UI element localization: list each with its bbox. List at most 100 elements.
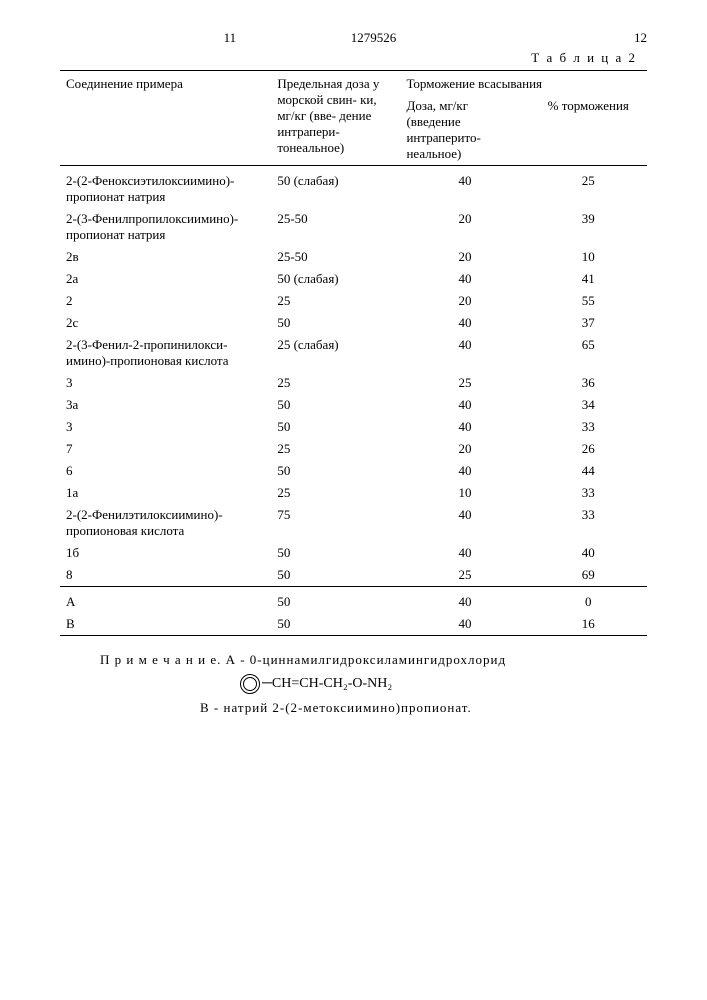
rule [60, 70, 647, 71]
cell-limit-dose: 50 [271, 591, 400, 613]
table-row: 2-(2-Фенилэтилоксиимино)- пропионовая ки… [60, 504, 647, 542]
cell-dose: 20 [400, 290, 529, 312]
cell-compound: 2-(2-Феноксиэтилоксиимино)- пропионат на… [60, 170, 271, 208]
cell-dose: 40 [400, 312, 529, 334]
cell-dose: 40 [400, 268, 529, 290]
cell-pct: 65 [530, 334, 647, 372]
cell-limit-dose: 50 [271, 460, 400, 482]
cell-pct: 33 [530, 504, 647, 542]
cell-compound: 3 [60, 416, 271, 438]
cell-limit-dose: 25-50 [271, 208, 400, 246]
table-body-main: 2-(2-Феноксиэтилоксиимино)- пропионат на… [60, 170, 647, 587]
table-row: 7252026 [60, 438, 647, 460]
table-row: 2-(3-Фенил-2-пропинилокси- имино)-пропио… [60, 334, 647, 372]
benzene-ring-icon [240, 674, 260, 694]
cell-dose: 40 [400, 613, 529, 636]
cell-pct: 16 [530, 613, 647, 636]
cell-pct: 37 [530, 312, 647, 334]
cell-pct: 0 [530, 591, 647, 613]
cell-dose: 20 [400, 246, 529, 268]
table-row: 3252536 [60, 372, 647, 394]
cell-pct: 69 [530, 564, 647, 587]
cell-pct: 25 [530, 170, 647, 208]
cell-dose: 40 [400, 591, 529, 613]
table-row: 2а50 (слабая)4041 [60, 268, 647, 290]
page-number-right: 12 [471, 30, 647, 46]
cell-limit-dose: 25 [271, 482, 400, 504]
cell-pct: 39 [530, 208, 647, 246]
table-row: 8502569 [60, 564, 647, 587]
table-row: 2-(2-Феноксиэтилоксиимино)- пропионат на… [60, 170, 647, 208]
cell-pct: 33 [530, 416, 647, 438]
cell-pct: 34 [530, 394, 647, 416]
table-row: 2в25-502010 [60, 246, 647, 268]
cell-limit-dose: 50 [271, 416, 400, 438]
formula-tail: CH=CH-CH₂-O-NH₂ [272, 676, 392, 691]
cell-limit-dose: 25-50 [271, 246, 400, 268]
cell-pct: 55 [530, 290, 647, 312]
col-header-inhibition: Торможение всасывания [400, 73, 647, 95]
cell-limit-dose: 50 [271, 564, 400, 587]
cell-limit-dose: 50 [271, 312, 400, 334]
cell-pct: 41 [530, 268, 647, 290]
cell-pct: 26 [530, 438, 647, 460]
table-row: А50400 [60, 591, 647, 613]
cell-limit-dose: 50 (слабая) [271, 268, 400, 290]
cell-pct: 33 [530, 482, 647, 504]
col-header-compound: Соединение примера [60, 73, 271, 166]
cell-dose: 40 [400, 394, 529, 416]
cell-dose: 25 [400, 372, 529, 394]
chemical-formula: ─CH=CH-CH₂-O-NH₂ [100, 674, 647, 694]
cell-limit-dose: 75 [271, 504, 400, 542]
page-number-left: 11 [60, 30, 276, 46]
cell-compound: 6 [60, 460, 271, 482]
cell-compound: 3 [60, 372, 271, 394]
cell-compound: 1б [60, 542, 271, 564]
table-caption: Т а б л и ц а 2 [60, 50, 647, 66]
table-row: 3а504034 [60, 394, 647, 416]
cell-dose: 40 [400, 416, 529, 438]
cell-compound: 2-(3-Фенилпропилоксиимино)- пропионат на… [60, 208, 271, 246]
col-header-limit-dose: Предельная доза у морской свин- ки, мг/к… [271, 73, 400, 166]
cell-compound: 2 [60, 290, 271, 312]
cell-compound: 2в [60, 246, 271, 268]
cell-limit-dose: 50 (слабая) [271, 170, 400, 208]
cell-compound: А [60, 591, 271, 613]
note-b: В - натрий 2-(2-метоксиимино)пропионат. [200, 700, 472, 715]
data-table: Соединение примера Предельная доза у мор… [60, 73, 647, 638]
table-row: 2с504037 [60, 312, 647, 334]
cell-dose: 40 [400, 504, 529, 542]
cell-limit-dose: 50 [271, 542, 400, 564]
cell-limit-dose: 25 [271, 438, 400, 460]
cell-compound: 2а [60, 268, 271, 290]
cell-compound: 2-(3-Фенил-2-пропинилокси- имино)-пропио… [60, 334, 271, 372]
note-prefix: П р и м е ч а н и е. [100, 652, 221, 667]
cell-dose: 40 [400, 542, 529, 564]
cell-pct: 40 [530, 542, 647, 564]
cell-pct: 36 [530, 372, 647, 394]
cell-pct: 44 [530, 460, 647, 482]
document-number: 1279526 [285, 30, 461, 46]
cell-dose: 10 [400, 482, 529, 504]
table-body-secondary: А50400В504016 [60, 591, 647, 636]
footnote: П р и м е ч а н и е. А - 0-циннамилгидро… [60, 652, 647, 716]
cell-compound: 2-(2-Фенилэтилоксиимино)- пропионовая ки… [60, 504, 271, 542]
table-row: В504016 [60, 613, 647, 636]
cell-dose: 20 [400, 438, 529, 460]
cell-dose: 40 [400, 460, 529, 482]
cell-dose: 40 [400, 334, 529, 372]
page-header: 11 1279526 12 [60, 30, 647, 46]
cell-dose: 40 [400, 170, 529, 208]
cell-limit-dose: 25 [271, 290, 400, 312]
note-a: А - 0-циннамилгидроксиламингидрохлорид [226, 652, 506, 667]
cell-compound: 7 [60, 438, 271, 460]
table-row: 2252055 [60, 290, 647, 312]
cell-limit-dose: 50 [271, 394, 400, 416]
col-header-dose: Доза, мг/кг (введение интраперито- неаль… [400, 95, 529, 166]
cell-compound: 2с [60, 312, 271, 334]
cell-limit-dose: 25 (слабая) [271, 334, 400, 372]
cell-compound: 3а [60, 394, 271, 416]
cell-compound: В [60, 613, 271, 636]
cell-dose: 25 [400, 564, 529, 587]
cell-limit-dose: 50 [271, 613, 400, 636]
